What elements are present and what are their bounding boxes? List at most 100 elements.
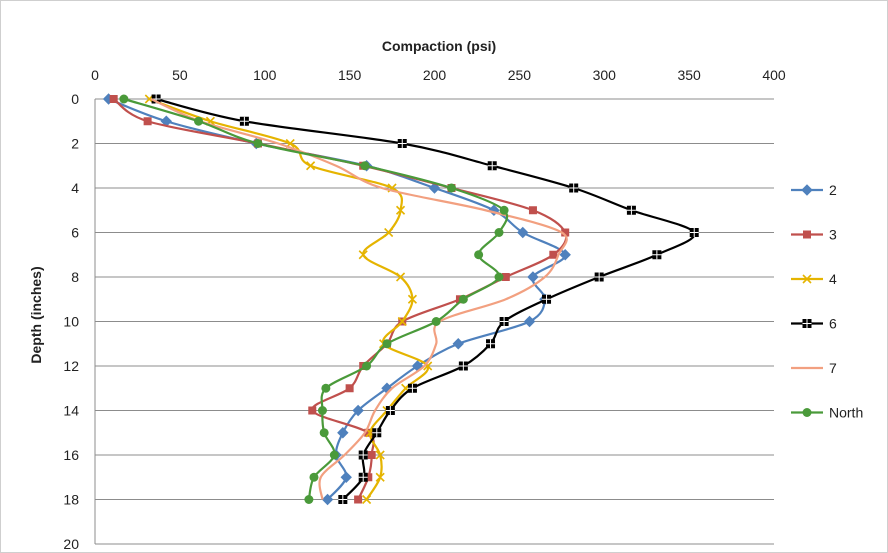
data-point	[494, 272, 504, 282]
data-point	[362, 494, 372, 505]
x-tick-label: 50	[172, 67, 188, 83]
data-point	[253, 139, 263, 148]
data-point	[802, 408, 812, 417]
data-point	[517, 226, 529, 239]
data-point	[549, 250, 558, 259]
x-axis-title: Compaction (psi)	[382, 38, 496, 54]
y-tick-label: 16	[63, 447, 79, 463]
data-point	[559, 249, 571, 261]
data-point	[362, 361, 372, 371]
y-tick-label: 8	[71, 269, 79, 285]
x-tick-label: 400	[762, 67, 786, 83]
y-tick-label: 20	[63, 536, 79, 552]
data-point	[375, 450, 385, 460]
data-point	[494, 228, 504, 237]
legend: 2 3 4 6 7 North	[791, 182, 863, 421]
data-point	[119, 94, 129, 104]
x-tick-label: 0	[91, 67, 99, 83]
data-point	[340, 471, 352, 483]
x-tick-label: 250	[508, 67, 532, 83]
data-point	[407, 294, 417, 304]
data-point	[527, 271, 539, 283]
y-axis-title: Depth (inches)	[28, 266, 44, 363]
series-line	[150, 97, 568, 500]
x-tick-label: 150	[338, 67, 362, 83]
y-tick-label: 0	[71, 91, 79, 107]
legend-label: 6	[829, 316, 837, 332]
x-tick-label: 100	[253, 67, 277, 83]
data-point	[458, 294, 468, 304]
data-point	[358, 250, 368, 260]
series-4	[144, 94, 433, 505]
y-tick-label: 10	[63, 314, 79, 330]
series-layer	[102, 93, 699, 506]
data-point	[345, 384, 354, 393]
series-6	[151, 94, 699, 504]
legend-item-4: 4	[791, 271, 837, 287]
series-line	[123, 97, 509, 500]
data-point	[452, 338, 464, 350]
legend-item-3: 3	[791, 227, 837, 243]
y-tick-label: 12	[63, 358, 79, 374]
legend-label: 3	[829, 227, 837, 243]
series-line	[155, 97, 696, 501]
data-point	[337, 427, 349, 439]
data-point	[309, 472, 319, 482]
legend-label: 7	[829, 360, 837, 376]
data-point	[352, 404, 364, 417]
data-point	[397, 316, 407, 327]
data-point	[431, 317, 441, 326]
data-point	[384, 227, 394, 238]
data-point	[364, 428, 373, 437]
x-tick-label: 350	[677, 67, 701, 83]
data-point	[306, 161, 316, 171]
data-point	[395, 272, 406, 282]
data-point	[375, 472, 385, 482]
axis-layer: 0 50 100 150 200 250 300 350 400 0 2 4 6 8 10 12 14 16 18 2…	[63, 67, 785, 552]
y-tick-label: 4	[71, 180, 79, 196]
y-tick-label: 6	[71, 225, 79, 241]
data-point	[523, 315, 536, 328]
series-north	[119, 94, 509, 504]
data-point	[801, 184, 813, 196]
data-point	[803, 230, 811, 239]
data-point	[802, 274, 812, 284]
legend-label: 2	[829, 182, 837, 198]
data-point	[428, 182, 441, 194]
x-tick-label: 200	[423, 67, 447, 83]
legend-item-2: 2	[791, 182, 837, 198]
data-point	[329, 450, 339, 460]
data-point	[319, 428, 329, 438]
data-point	[561, 228, 570, 237]
y-tick-label: 2	[71, 136, 79, 152]
data-point	[360, 161, 370, 171]
data-point	[501, 273, 510, 281]
data-point	[194, 116, 204, 126]
data-point	[474, 250, 484, 260]
data-point	[308, 406, 317, 415]
data-point	[382, 339, 392, 349]
series-2	[102, 93, 571, 506]
data-point	[109, 95, 118, 103]
legend-item-north: North	[791, 405, 863, 421]
data-point	[321, 493, 334, 506]
data-point	[446, 183, 456, 193]
y-tick-label: 14	[63, 403, 79, 419]
series-7	[150, 97, 568, 500]
legend-label: 4	[829, 271, 837, 287]
x-tick-label: 300	[593, 67, 617, 83]
data-point	[367, 451, 376, 459]
data-point	[395, 205, 406, 215]
data-point	[317, 406, 327, 415]
legend-label: North	[829, 405, 863, 421]
data-point	[354, 495, 363, 504]
y-tick-label: 18	[63, 492, 79, 508]
data-point	[143, 117, 152, 126]
data-point	[528, 206, 537, 215]
data-point	[364, 473, 373, 482]
data-point	[304, 495, 314, 504]
legend-item-7: 7	[791, 360, 837, 376]
data-point	[499, 205, 509, 215]
